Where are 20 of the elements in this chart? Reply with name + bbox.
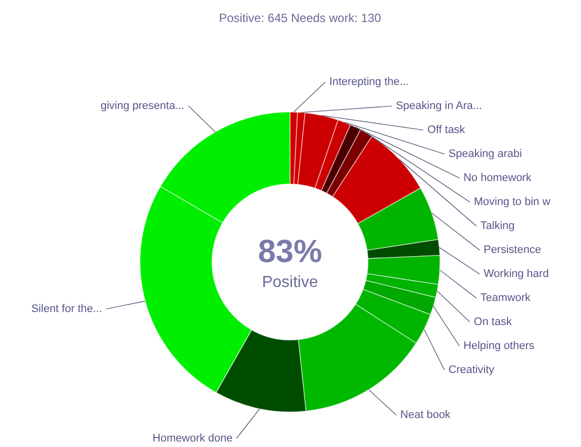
slice-label: Interepting the... xyxy=(329,76,409,88)
slice-label: Helping others xyxy=(463,340,535,352)
slice-label: On task xyxy=(474,316,512,328)
slice-label: Neat book xyxy=(400,409,451,422)
slice-label: Silent for the... xyxy=(31,302,102,315)
slice-label: Working hard xyxy=(484,268,549,280)
slice-label: Persistence xyxy=(484,244,542,256)
slice-label: Off task xyxy=(427,124,466,136)
slice-label: Moving to bin w xyxy=(474,196,550,208)
slice-label: Speaking in Ara... xyxy=(396,100,482,112)
text: 83% xyxy=(258,233,322,269)
chart-title: Positive: 645 Needs work: 130 xyxy=(218,11,382,25)
slice-label: Speaking arabi xyxy=(448,148,522,160)
slice-label: Creativity xyxy=(448,364,495,376)
slice-label: Homework done xyxy=(152,432,233,444)
slice-label: giving presenta... xyxy=(100,100,184,112)
slice-label: Teamwork xyxy=(480,292,532,304)
text: Positive xyxy=(262,274,318,291)
slice-label: Talking xyxy=(480,220,515,232)
slice-label: No homework xyxy=(463,172,532,184)
